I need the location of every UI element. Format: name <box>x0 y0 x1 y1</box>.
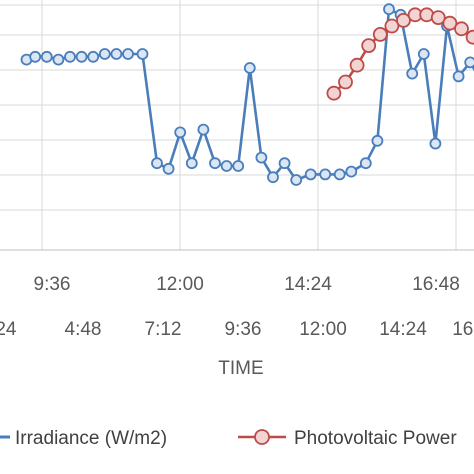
series-irradiance <box>20 3 474 186</box>
data-point <box>396 12 411 28</box>
data-point <box>185 157 198 170</box>
data-point <box>29 50 42 63</box>
data-point <box>417 48 430 60</box>
data-point <box>87 50 100 63</box>
data-point <box>197 123 210 136</box>
data-point <box>110 48 123 60</box>
legend-label-irradiance: Irradiance (W/m2) <box>15 428 167 449</box>
data-point <box>122 48 134 60</box>
data-point <box>383 3 395 16</box>
data-point <box>454 21 469 37</box>
data-point <box>255 151 268 164</box>
data-point <box>267 171 279 184</box>
data-point <box>232 160 245 172</box>
legend: Irradiance (W/m2) Photovoltaic Power <box>0 428 457 449</box>
x-tick-top: 9:36 <box>34 274 71 295</box>
x-tick-top: 14:24 <box>284 274 332 295</box>
data-point <box>464 56 474 69</box>
data-point <box>162 162 175 175</box>
data-point <box>290 174 303 186</box>
data-point <box>319 168 332 181</box>
data-point <box>345 165 358 178</box>
x-tick-labels-top: 9:36 12:00 14:24 16:48 <box>34 274 460 295</box>
data-point <box>333 168 346 181</box>
legend-label-photovoltaic-power: Photovoltaic Power <box>294 428 457 449</box>
x-tick-bottom: 16:48 <box>452 319 474 340</box>
data-point <box>40 50 53 63</box>
data-point <box>384 18 400 34</box>
data-point <box>326 85 342 101</box>
x-tick-bottom: 12:00 <box>299 319 347 340</box>
data-point <box>371 134 384 147</box>
x-tick-top: 12:00 <box>156 274 204 295</box>
data-point <box>174 126 187 139</box>
data-point <box>429 137 442 150</box>
data-point <box>52 53 65 66</box>
data-point <box>442 15 458 31</box>
data-point <box>136 48 149 60</box>
x-tick-top: 16:48 <box>412 274 460 295</box>
x-tick-bottom: 2:24 <box>0 319 17 340</box>
data-point <box>372 27 388 42</box>
data-point <box>304 168 317 181</box>
data-point <box>349 57 365 73</box>
x-axis-title: TIME <box>218 358 263 379</box>
data-point <box>359 157 372 170</box>
x-tick-bottom: 7:12 <box>145 319 182 340</box>
data-point <box>64 50 76 63</box>
data-point <box>278 157 291 170</box>
data-point <box>209 157 221 170</box>
data-point <box>151 157 163 170</box>
legend-swatch-photovoltaic-marker <box>254 429 270 445</box>
series-layer <box>20 3 474 186</box>
grid-lines <box>0 0 474 250</box>
series-photovoltaic-power <box>326 7 474 101</box>
x-tick-labels-bottom: 2:24 4:48 7:12 9:36 12:00 14:24 16:48 <box>0 319 474 340</box>
x-tick-bottom: 14:24 <box>379 319 427 340</box>
data-point <box>361 38 377 53</box>
data-point <box>465 29 474 45</box>
x-tick-bottom: 4:48 <box>65 319 102 340</box>
data-point <box>220 160 233 172</box>
data-point <box>243 62 256 74</box>
data-point <box>98 48 111 60</box>
data-point <box>406 67 419 80</box>
x-tick-bottom: 9:36 <box>225 319 262 340</box>
data-point <box>430 10 446 26</box>
data-point <box>338 74 353 90</box>
data-point <box>75 50 88 63</box>
data-point <box>452 70 465 83</box>
